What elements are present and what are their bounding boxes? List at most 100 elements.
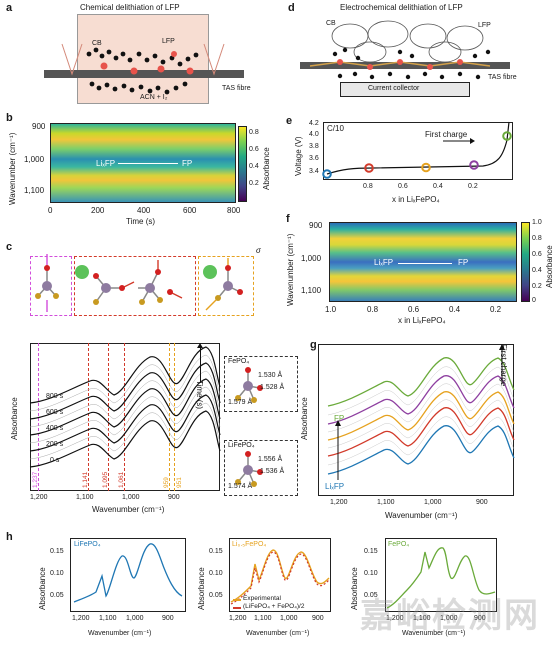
panel-h3-ytick-005: 0.05 <box>364 592 378 599</box>
panel-f-colorbar <box>521 222 530 302</box>
panel-label-f: f <box>286 213 290 225</box>
trace-label-200: 200 s <box>46 441 64 448</box>
panel-h3-ytick-015: 0.15 <box>364 548 378 555</box>
panel-f-xtick-04: 0.4 <box>449 305 461 314</box>
fepo4-bond-2: 1.528 Å <box>260 384 285 391</box>
panel-f-arrow-from: LiₓFP <box>374 258 394 267</box>
panel-h2-xtick-900: 900 <box>312 615 324 622</box>
panel-c-xtick-1200: 1,200 <box>30 494 48 501</box>
panel-h1-ytick-015: 0.15 <box>50 548 64 555</box>
panel-d-particles <box>300 20 510 80</box>
panel-f-xtick-08: 0.8 <box>367 305 379 314</box>
lifepo4-bond-3: 1.574 Å <box>228 483 253 490</box>
panel-b-colorbar <box>238 126 247 202</box>
fepo4-inset <box>224 356 298 412</box>
panel-c-xtick-1000: 1,000 <box>122 494 140 501</box>
panel-e-rate: C/10 <box>327 124 344 133</box>
panel-a-reagent-label: ACN + I₂ <box>140 94 168 101</box>
lifepo4-bond-1: 1.556 Å <box>258 456 283 463</box>
panel-g-ylabel: Absorbance <box>300 397 309 440</box>
panel-c-spectra <box>29 346 221 468</box>
panel-c-structures <box>30 252 270 320</box>
panel-a-title: Chemical delithiation of LFP <box>80 3 180 12</box>
panel-g-plot <box>318 344 514 496</box>
panel-d-title: Electrochemical delithiation of LFP <box>340 3 463 12</box>
trace-label-600: 600 s <box>46 409 64 416</box>
panel-f-cbar-tick-08: 0.8 <box>532 235 542 242</box>
panel-g-xlabel: Wavenumber (cm⁻¹) <box>385 511 458 520</box>
panel-b-cbar-tick-02: 0.2 <box>249 180 259 187</box>
panel-h1-name: LiFePO₄ <box>74 541 101 548</box>
panel-h2-ylabel: Absorbance <box>197 567 206 610</box>
panel-h2-legend2: (LiFePO₄ + FePO₄)/2 <box>243 603 305 610</box>
marker-lixfp <box>322 169 332 179</box>
lifepo4-bond-2: 1.536 Å <box>260 468 285 475</box>
fepo4-molecule <box>235 367 263 403</box>
panel-e-annotation: First charge <box>425 130 468 139</box>
legend-average-line <box>233 607 241 609</box>
peak-label-1141: 1,141 <box>82 471 89 488</box>
panel-h2-plot <box>229 538 331 612</box>
panel-b-cbar-tick-08: 0.8 <box>249 129 259 136</box>
panel-a-particles <box>61 43 225 95</box>
panel-c-time-arrow <box>200 345 201 383</box>
panel-h2-ytick-005: 0.05 <box>209 592 223 599</box>
panel-f-heatmap <box>329 222 517 302</box>
panel-e-xtick-04: 0.4 <box>433 183 443 190</box>
panel-h1-ylabel: Absorbance <box>38 567 47 610</box>
panel-b-cbar-tick-06: 0.6 <box>249 146 259 153</box>
panel-f-ytick-1100: 1,100 <box>301 286 322 295</box>
panel-label-b: b <box>6 112 13 124</box>
panel-h3-xtick-1100: 1,100 <box>413 615 431 622</box>
panel-a-schematic: CB LFP ACN + I₂ <box>44 14 244 106</box>
panel-a-fibre-label: TAS fibre <box>222 85 251 92</box>
panel-g-lixfp-label: LiₓFP <box>325 482 345 491</box>
panel-g-annotation: First charge <box>499 344 508 387</box>
panel-e-xlabel: x in LiₓFePO₄ <box>392 195 440 204</box>
panel-h3-ylabel: Absorbance <box>350 567 359 610</box>
panel-b-cbar-tick-04: 0.4 <box>249 163 259 170</box>
panel-d-fibre-label: TAS fibre <box>488 74 517 81</box>
panel-h3-xtick-1000: 1,000 <box>440 615 458 622</box>
peak-line-1095 <box>108 343 109 491</box>
panel-c-time-arrowhead <box>197 343 203 348</box>
peak-line-951 <box>174 343 175 491</box>
panel-label-g: g <box>310 339 317 351</box>
marker-orange <box>421 162 431 173</box>
panel-e-ytick-34: 3.4 <box>309 168 319 175</box>
panel-e-ylabel: Voltage (V) <box>294 136 303 176</box>
panel-f-cbar-tick-06: 0.6 <box>532 251 542 258</box>
panel-h1-xtick-1100: 1,100 <box>99 615 117 622</box>
panel-g-fp-label: FP <box>334 414 345 423</box>
panel-h1-curve <box>73 543 183 603</box>
panel-label-c: c <box>6 241 13 253</box>
panel-h3-xlabel: Wavenumber (cm⁻¹) <box>402 630 466 637</box>
panel-f-arrow-to: FP <box>458 258 469 267</box>
panel-c-sigma: σ <box>256 246 261 255</box>
panel-h3-plot <box>385 538 497 612</box>
panel-h1-xtick-900: 900 <box>162 615 174 622</box>
peak-label-1095: 1,095 <box>102 471 109 488</box>
panel-e-ytick-40: 4.0 <box>309 131 319 138</box>
legend-experimental-line <box>233 599 241 601</box>
panel-h3-xtick-1200: 1,200 <box>386 615 404 622</box>
fepo4-bond-3: 1.579 Å <box>228 399 253 406</box>
panel-h2-ytick-015: 0.15 <box>209 548 223 555</box>
panel-d-lfp-label: LFP <box>478 22 491 29</box>
panel-b-arrow-from: LiₓFP <box>96 159 116 168</box>
panel-h3-name: FePO₄ <box>388 541 410 548</box>
panel-c-xtick-1100: 1,100 <box>76 494 94 501</box>
watermark: 嘉峪检测网 <box>360 597 540 635</box>
panel-e-ytick-42: 4.2 <box>309 120 319 127</box>
marker-purple <box>469 160 479 170</box>
mode-box-magenta <box>30 256 72 316</box>
panel-b-arrow <box>118 163 178 164</box>
panel-b-xtick-600: 600 <box>183 206 197 215</box>
lifepo4-molecule <box>235 451 263 487</box>
panel-f-cbar-label: Absorbance <box>545 245 554 288</box>
trace-label-800: 800 s <box>46 393 64 400</box>
panel-b-xtick-200: 200 <box>91 206 105 215</box>
panel-g-xtick-900: 900 <box>476 499 488 506</box>
panel-h3-curve <box>386 547 496 609</box>
panel-label-e: e <box>286 115 293 127</box>
